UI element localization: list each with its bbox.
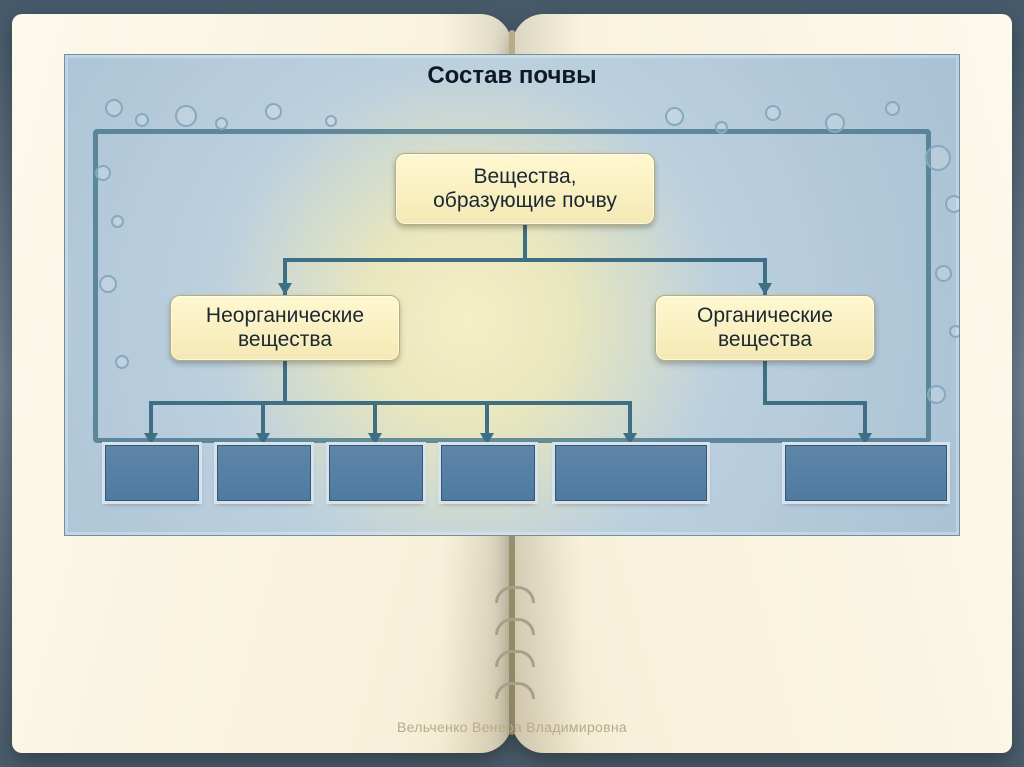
bubble-decoration [111,215,124,228]
connector-segment [283,361,287,403]
bubble-decoration [925,145,951,171]
arrow-head-icon [758,283,772,295]
node-leaf4 [441,445,535,501]
node-inorg: Неорганические вещества [170,295,400,361]
arrow-head-icon [368,433,382,445]
node-org: Органические вещества [655,295,875,361]
connector-segment [523,225,527,260]
bubble-decoration [325,115,337,127]
bubble-decoration [949,325,960,338]
bubble-decoration [95,165,111,181]
stage: Состав почвы Вещества, образующие почву Н… [0,0,1024,767]
bubble-decoration [265,103,282,120]
bubble-decoration [105,99,123,117]
bubble-decoration [825,113,845,133]
bubble-decoration [765,105,781,121]
node-leaf5 [555,445,707,501]
bubble-decoration [935,265,952,282]
arrow-head-icon [144,433,158,445]
node-label: Вещества, образующие почву [433,165,617,213]
node-leaf2 [217,445,311,501]
bubble-decoration [135,113,149,127]
arrow-head-icon [623,433,637,445]
arrow-head-icon [256,433,270,445]
arrow-head-icon [278,283,292,295]
bubble-decoration [885,101,900,116]
node-label: Неорганические вещества [206,304,364,352]
node-label: Органические вещества [697,304,833,352]
bubble-decoration [99,275,117,293]
connector-segment [763,361,767,403]
arrow-head-icon [858,433,872,445]
bubble-decoration [115,355,129,369]
node-leaf6 [785,445,947,501]
node-leaf1 [105,445,199,501]
bubble-decoration [665,107,684,126]
node-leaf3 [329,445,423,501]
open-book: Состав почвы Вещества, образующие почву Н… [12,14,1012,753]
bubble-decoration [927,385,946,404]
bubble-decoration [945,195,960,213]
arrow-head-icon [480,433,494,445]
connector-segment [283,401,632,405]
bubble-decoration [175,105,197,127]
author-caption: Вельченко Венера Владимировна [12,719,1012,735]
connector-segment [763,401,867,405]
bubble-decoration [715,121,728,134]
bubble-decoration [215,117,228,130]
slide-title: Состав почвы [65,55,959,97]
connector-segment [283,258,527,262]
node-root: Вещества, образующие почву [395,153,655,225]
diagram-slide: Состав почвы Вещества, образующие почву Н… [64,54,960,536]
connector-segment [523,258,767,262]
